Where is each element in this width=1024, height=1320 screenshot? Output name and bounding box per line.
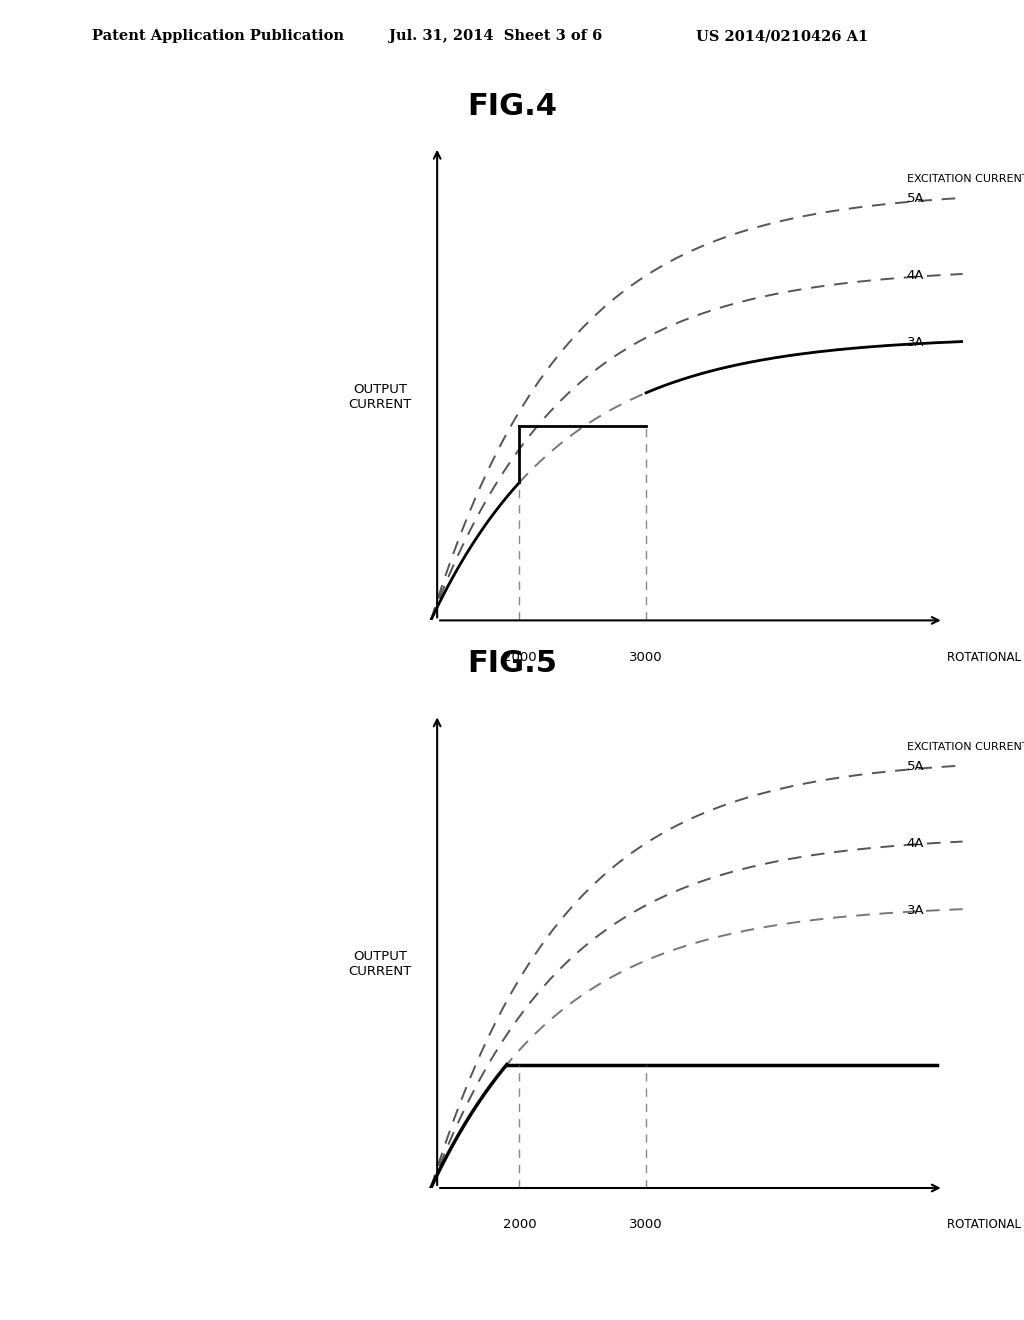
- Text: 4A: 4A: [907, 837, 925, 850]
- Text: 5A: 5A: [907, 759, 925, 772]
- Text: 3000: 3000: [629, 651, 663, 664]
- Text: 3A: 3A: [907, 904, 925, 916]
- Text: Patent Application Publication: Patent Application Publication: [92, 29, 344, 44]
- Text: FIG.5: FIG.5: [467, 649, 557, 678]
- Text: 4A: 4A: [907, 269, 925, 282]
- Text: US 2014/0210426 A1: US 2014/0210426 A1: [696, 29, 868, 44]
- Text: 3000: 3000: [629, 1218, 663, 1232]
- Text: EXCITATION CURRENT: EXCITATION CURRENT: [907, 174, 1024, 183]
- Text: 3A: 3A: [907, 337, 925, 348]
- Text: 5A: 5A: [907, 191, 925, 205]
- Text: 2000: 2000: [503, 1218, 537, 1232]
- Text: ROTATIONAL SPEED(rpm): ROTATIONAL SPEED(rpm): [947, 651, 1024, 664]
- Text: Jul. 31, 2014  Sheet 3 of 6: Jul. 31, 2014 Sheet 3 of 6: [389, 29, 602, 44]
- Text: EXCITATION CURRENT: EXCITATION CURRENT: [907, 742, 1024, 751]
- Text: ROTATIONAL SPEED(rpm): ROTATIONAL SPEED(rpm): [947, 1218, 1024, 1232]
- Text: OUTPUT
CURRENT: OUTPUT CURRENT: [348, 383, 412, 411]
- Text: FIG.4: FIG.4: [467, 92, 557, 121]
- Text: OUTPUT
CURRENT: OUTPUT CURRENT: [348, 950, 412, 978]
- Text: 2000: 2000: [503, 651, 537, 664]
